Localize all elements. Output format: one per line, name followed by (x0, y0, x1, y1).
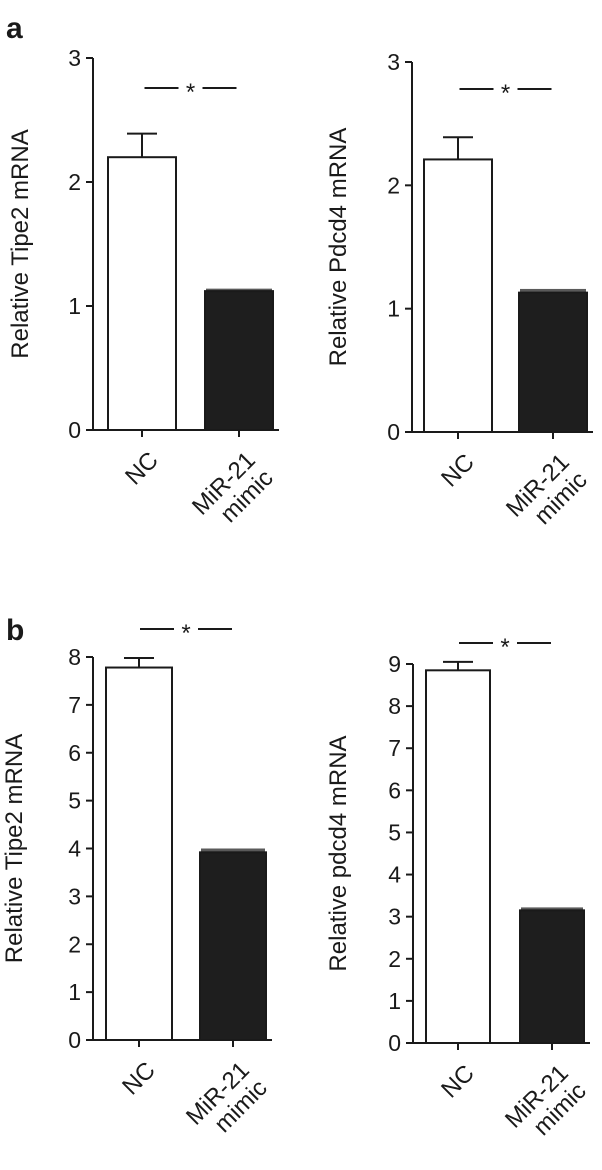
chart-4: 0 1 2 3 4 5 6 7 8 9 Relative pdcd4 mRNA NC MiR-21mim… (325, 634, 592, 1152)
y-tick-label: 2 (68, 931, 81, 957)
error-bar (521, 907, 583, 911)
x-category-label: MiR-21mimic (500, 1060, 592, 1152)
x-category-label-line: NC (436, 449, 480, 493)
y-tick-label: 3 (68, 883, 81, 909)
y-axis-label: Relative pdcd4 mRNA (325, 735, 352, 971)
y-tick-label: 7 (68, 692, 81, 718)
y-tick-label: 0 (388, 1030, 401, 1056)
error-bar (201, 848, 265, 853)
y-tick-label: 7 (388, 735, 401, 761)
panel-letter-a: a (6, 12, 23, 45)
x-category-label: NC (120, 447, 164, 491)
y-tick-label: 3 (68, 45, 81, 71)
error-bar (520, 288, 586, 293)
x-category-label: NC (436, 1060, 480, 1104)
bar-2 (204, 290, 274, 431)
significance-star: * (186, 79, 195, 106)
panel-letter-b: b (6, 614, 24, 647)
y-tick-label: 2 (387, 172, 400, 198)
x-category-label: NC (436, 449, 480, 493)
y-tick-label: 1 (388, 988, 401, 1014)
x-category-label-line: NC (117, 1057, 161, 1101)
charts-container: 0 1 2 3 Relative Tipe2 mRNA NC MiR-21mimic * 0 1 2… (1, 45, 593, 1152)
y-axis-label: Relative Tipe2 mRNA (7, 129, 34, 358)
significance-star: * (181, 620, 190, 647)
bar-1 (107, 156, 177, 431)
y-tick-label: 9 (388, 651, 401, 677)
y-tick-label: 6 (68, 740, 81, 766)
y-tick-label: 5 (68, 788, 81, 814)
y-axis-label: Relative Pdcd4 mRNA (325, 128, 352, 367)
y-tick-label: 8 (388, 693, 401, 719)
bar-1 (425, 669, 491, 1044)
y-tick-label: 0 (68, 1027, 81, 1053)
chart-3: 0 1 2 3 4 5 6 7 8 Relative Tipe2 mRNA NC MiR-21mimi… (1, 620, 273, 1149)
y-tick-label: 0 (387, 419, 400, 445)
x-category-label-line: NC (436, 1060, 480, 1104)
bar-1 (423, 158, 493, 434)
y-tick-label: 6 (388, 777, 401, 803)
bar-2 (519, 909, 585, 1044)
y-tick-label: 3 (388, 904, 401, 930)
y-tick-label: 8 (68, 644, 81, 670)
y-tick-label: 1 (68, 979, 81, 1005)
y-tick-label: 1 (68, 293, 81, 319)
bar-2 (518, 291, 588, 433)
x-category-label: NC (117, 1057, 161, 1101)
x-category-label: MiR-21mimic (181, 1057, 273, 1149)
chart-2: 0 1 2 3 Relative Pdcd4 mRNA NC MiR-21mimic * (325, 49, 593, 541)
y-tick-label: 2 (68, 169, 81, 195)
error-bar (206, 288, 272, 292)
x-category-label-line: NC (120, 447, 164, 491)
y-tick-label: 0 (68, 417, 81, 443)
y-tick-label: 4 (388, 862, 401, 888)
bar-1 (105, 666, 173, 1041)
significance-star: * (500, 634, 509, 661)
bar-2 (199, 851, 267, 1042)
x-category-label: MiR-21mimic (187, 447, 279, 539)
x-category-label: MiR-21mimic (501, 449, 593, 541)
y-tick-label: 2 (388, 946, 401, 972)
significance-star: * (501, 80, 510, 107)
y-tick-label: 1 (387, 296, 400, 322)
chart-1: 0 1 2 3 Relative Tipe2 mRNA NC MiR-21mimic * (7, 45, 279, 539)
y-axis-label: Relative Tipe2 mRNA (1, 734, 28, 963)
y-tick-label: 3 (387, 49, 400, 75)
y-tick-label: 5 (388, 819, 401, 845)
y-tick-label: 4 (68, 836, 81, 862)
